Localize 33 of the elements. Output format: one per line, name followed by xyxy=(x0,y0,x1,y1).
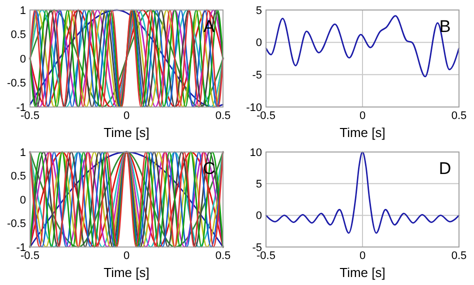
y-tick-label: -10 xyxy=(246,102,262,114)
y-tick-label: 0 xyxy=(20,53,26,66)
x-tick-label: 0.5 xyxy=(215,250,231,262)
x-tick-label: 0 xyxy=(123,250,130,262)
x-tick-label: 0 xyxy=(359,250,366,262)
y-tick-label: -0.5 xyxy=(7,78,26,90)
y-tick-label: -5 xyxy=(252,70,262,82)
y-tick-label: -1 xyxy=(16,242,26,254)
x-tick-label: 0 xyxy=(359,110,366,122)
y-tick-label: 0.5 xyxy=(10,170,26,183)
y-tick-label: 5 xyxy=(256,4,262,17)
y-tick-label: 10 xyxy=(250,146,262,159)
y-tick-label: 5 xyxy=(256,178,262,191)
x-axis-title: Time [s] xyxy=(104,265,150,280)
y-tick-label: -1 xyxy=(16,102,26,114)
y-tick-label: 0.5 xyxy=(10,29,26,42)
x-tick-label: 0 xyxy=(123,110,130,122)
y-tick-label: 0 xyxy=(256,210,262,222)
x-axis-title: Time [s] xyxy=(340,125,386,140)
y-tick-label: -0.5 xyxy=(7,218,26,230)
annotation: A xyxy=(203,17,216,36)
annotation: D xyxy=(438,159,452,178)
annotation: B xyxy=(439,17,451,36)
y-tick-label: 1 xyxy=(20,146,26,159)
x-axis-title: Time [s] xyxy=(340,265,386,280)
x-tick-label: 0.5 xyxy=(215,110,231,122)
x-tick-label: 0.5 xyxy=(451,250,467,262)
y-tick-label: 0 xyxy=(20,194,26,206)
x-axis-title: Time [s] xyxy=(104,125,150,140)
y-tick-label: 1 xyxy=(20,4,26,17)
y-tick-label: 0 xyxy=(256,37,262,50)
x-tick-label: 0.5 xyxy=(451,110,467,122)
y-tick-label: -5 xyxy=(252,242,262,254)
